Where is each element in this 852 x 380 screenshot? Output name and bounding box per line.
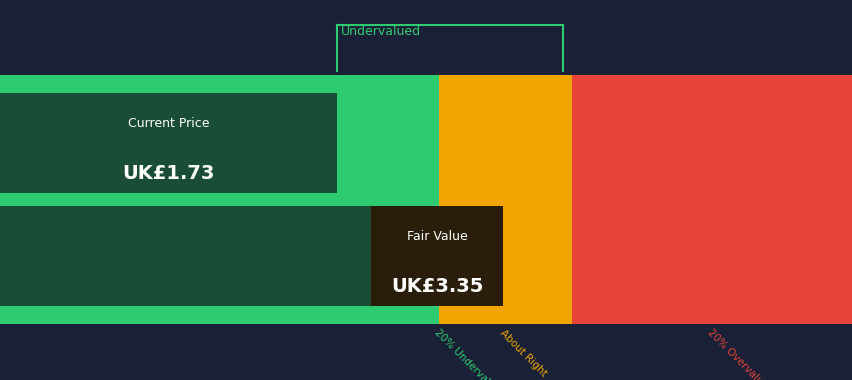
Bar bbox=[0, 193, 439, 206]
Text: UK£1.73: UK£1.73 bbox=[122, 164, 215, 183]
Text: 20% Overvalued: 20% Overvalued bbox=[705, 328, 773, 380]
Bar bbox=[0, 93, 337, 193]
Bar bbox=[439, 306, 571, 324]
Text: About Right: About Right bbox=[498, 328, 549, 378]
Bar bbox=[337, 93, 439, 193]
Bar bbox=[0, 306, 439, 324]
Text: Current Price: Current Price bbox=[128, 117, 209, 130]
Bar bbox=[439, 206, 571, 306]
Bar bbox=[571, 75, 852, 93]
Bar bbox=[439, 193, 571, 206]
Bar bbox=[439, 93, 571, 193]
Text: Fair Value: Fair Value bbox=[406, 230, 467, 243]
Text: 20% Undervalued: 20% Undervalued bbox=[432, 328, 504, 380]
Bar bbox=[571, 93, 852, 193]
Bar bbox=[371, 206, 503, 306]
Text: Undervalued: Undervalued bbox=[341, 25, 421, 38]
Bar bbox=[571, 306, 852, 324]
Bar bbox=[439, 75, 571, 93]
Bar bbox=[571, 193, 852, 206]
Bar bbox=[571, 206, 852, 306]
Text: UK£3.35: UK£3.35 bbox=[390, 277, 483, 296]
Bar bbox=[0, 206, 439, 306]
Bar bbox=[0, 75, 439, 93]
